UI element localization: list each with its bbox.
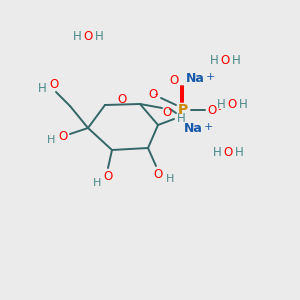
Text: O: O bbox=[162, 106, 172, 118]
Text: O: O bbox=[224, 146, 232, 158]
Text: H: H bbox=[213, 146, 221, 158]
Text: O: O bbox=[118, 93, 127, 106]
Text: H: H bbox=[177, 112, 185, 124]
Text: H: H bbox=[210, 53, 218, 67]
Text: +: + bbox=[205, 72, 215, 82]
Text: -: - bbox=[217, 104, 221, 114]
Text: O: O bbox=[220, 53, 230, 67]
Text: Na: Na bbox=[184, 122, 202, 134]
Text: H: H bbox=[38, 82, 46, 95]
Text: +: + bbox=[203, 122, 213, 132]
Text: O: O bbox=[227, 98, 237, 112]
Text: H: H bbox=[232, 53, 240, 67]
Text: O: O bbox=[207, 103, 217, 116]
Text: O: O bbox=[58, 130, 68, 143]
Text: H: H bbox=[217, 98, 225, 112]
Text: O: O bbox=[153, 169, 163, 182]
Text: O: O bbox=[50, 79, 58, 92]
Text: H: H bbox=[166, 174, 174, 184]
Text: O: O bbox=[83, 31, 93, 44]
Text: Na: Na bbox=[186, 71, 204, 85]
Text: H: H bbox=[93, 178, 101, 188]
Text: P: P bbox=[178, 103, 188, 117]
Text: H: H bbox=[238, 98, 247, 112]
Text: -: - bbox=[154, 89, 158, 99]
Text: H: H bbox=[235, 146, 243, 158]
Text: H: H bbox=[47, 135, 55, 145]
Text: O: O bbox=[169, 74, 178, 86]
Text: H: H bbox=[73, 31, 81, 44]
Text: H: H bbox=[94, 31, 103, 44]
Text: O: O bbox=[103, 170, 112, 184]
Text: O: O bbox=[148, 88, 158, 100]
